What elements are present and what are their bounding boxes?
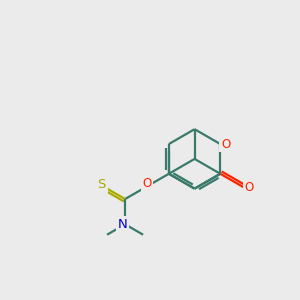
Text: N: N [118, 218, 128, 231]
Text: O: O [221, 138, 230, 151]
Text: O: O [244, 181, 254, 194]
Text: O: O [142, 177, 152, 190]
Text: S: S [98, 178, 106, 191]
